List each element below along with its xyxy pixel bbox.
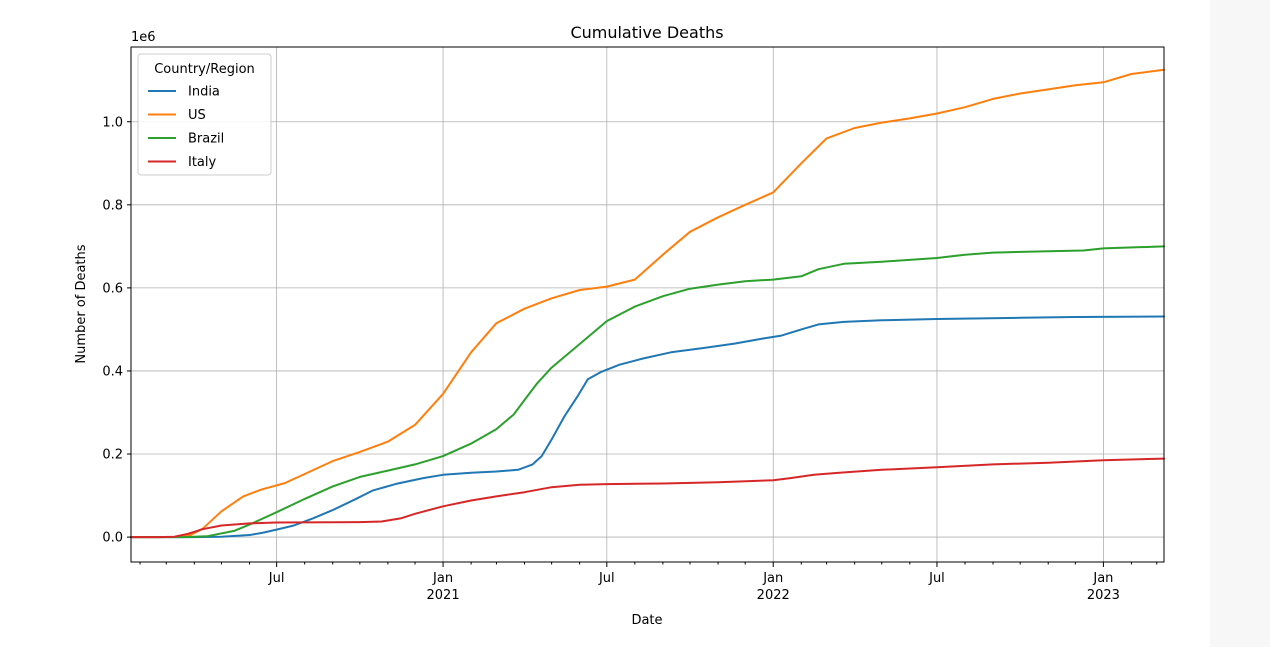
legend-title: Country/Region	[154, 62, 255, 77]
grid-lines	[131, 47, 1164, 562]
series-line-brazil	[130, 245, 1165, 539]
x-axis-label: Date	[631, 613, 662, 628]
plot-area-frame	[130, 46, 1165, 563]
x-tick-label: Jan	[762, 571, 783, 586]
x-tick-label: Jan	[432, 571, 453, 586]
y-tick-label: 0.4	[102, 364, 123, 379]
legend-label-brazil: Brazil	[188, 132, 224, 147]
legend-label-us: US	[188, 108, 206, 123]
chart-container: 0.0 0.2 0.4 0.6 0.8 1.0 Jul Jan 2021 Jul Jan 2022 J…	[74, 23, 1165, 628]
x-tick-year-label: 2021	[427, 588, 460, 603]
series-line-italy	[130, 457, 1165, 539]
x-tick-label: Jul	[268, 571, 285, 586]
y-tick-label: 1.0	[102, 115, 123, 130]
y-tick-label: 0.2	[102, 448, 123, 463]
legend-label-italy: Italy	[188, 155, 217, 170]
x-tick-label: Jan	[1092, 571, 1113, 586]
legend-frame	[137, 53, 272, 176]
y-axis-offset-text: 1e6	[131, 30, 156, 45]
y-tick-label: 0.0	[102, 531, 123, 546]
chart-title: Cumulative Deaths	[570, 23, 723, 42]
x-tick-year-label: 2023	[1087, 588, 1120, 603]
y-axis-label: Number of Deaths	[74, 244, 89, 363]
y-tick-label: 0.6	[102, 281, 123, 296]
right-margin-panel	[1210, 0, 1270, 647]
x-tick-label: Jul	[598, 571, 615, 586]
series-lines	[130, 68, 1165, 539]
y-axis-ticks: 0.0 0.2 0.4 0.6 0.8 1.0	[102, 115, 131, 546]
legend-label-india: India	[188, 85, 220, 100]
x-tick-year-label: 2022	[757, 588, 790, 603]
x-tick-label: Jul	[928, 571, 945, 586]
legend-entries: India US Brazil Italy	[148, 85, 224, 170]
y-tick-label: 0.8	[102, 198, 123, 213]
legend: Country/Region India US Brazil Italy	[137, 53, 272, 176]
series-line-india	[130, 315, 1165, 539]
x-axis-ticks: Jul Jan 2021 Jul Jan 2022 Jul Jan 2023	[139, 562, 1158, 603]
series-line-us	[130, 68, 1165, 539]
